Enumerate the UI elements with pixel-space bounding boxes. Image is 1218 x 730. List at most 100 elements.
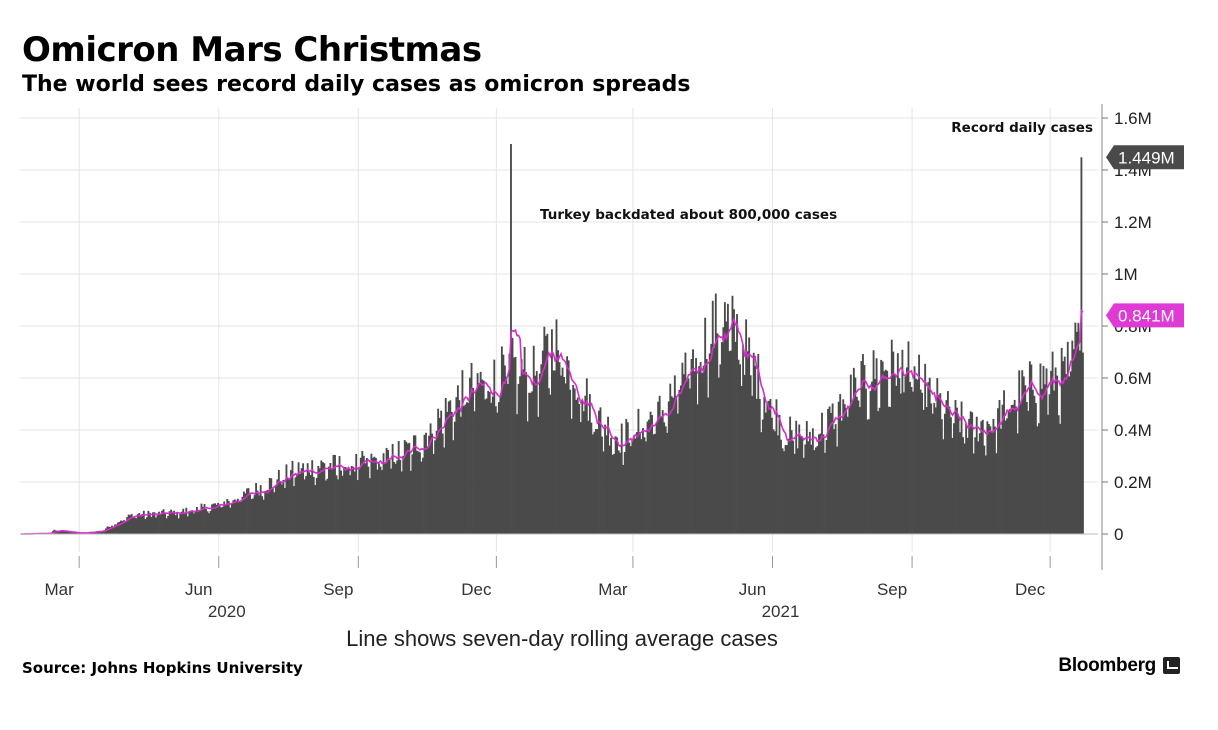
daily-bar bbox=[396, 460, 399, 534]
daily-bar bbox=[1021, 370, 1024, 534]
daily-bar bbox=[983, 445, 986, 534]
daily-bar bbox=[701, 372, 704, 534]
daily-bar bbox=[288, 477, 291, 534]
daily-bar bbox=[500, 346, 503, 534]
daily-bar bbox=[769, 398, 772, 534]
daily-bar bbox=[613, 453, 616, 534]
daily-bar bbox=[1007, 411, 1010, 534]
daily-bar bbox=[300, 468, 303, 534]
daily-bar bbox=[470, 362, 473, 534]
daily-bar bbox=[638, 432, 641, 534]
daily-bar bbox=[1072, 349, 1075, 534]
daily-bar bbox=[898, 378, 901, 534]
daily-bar bbox=[1059, 423, 1062, 534]
daily-bar bbox=[969, 411, 972, 534]
daily-bar bbox=[716, 333, 719, 534]
daily-bar bbox=[963, 443, 966, 534]
daily-bar bbox=[318, 468, 321, 534]
daily-bar bbox=[344, 466, 347, 534]
daily-bar bbox=[660, 416, 663, 534]
daily-bar bbox=[689, 388, 691, 534]
daily-bar bbox=[731, 295, 734, 534]
daily-bar bbox=[626, 422, 629, 534]
daily-bar bbox=[772, 429, 775, 534]
daily-bar bbox=[998, 400, 1001, 534]
daily-bar bbox=[1019, 403, 1022, 534]
daily-bar bbox=[141, 514, 144, 534]
daily-bar bbox=[268, 477, 271, 534]
daily-bar bbox=[777, 435, 779, 534]
daily-bar bbox=[145, 517, 148, 534]
daily-bar bbox=[528, 392, 531, 534]
daily-bar bbox=[428, 435, 430, 534]
daily-bar bbox=[974, 437, 977, 534]
daily-bar bbox=[391, 443, 394, 534]
daily-bar bbox=[373, 456, 376, 534]
daily-bar bbox=[261, 496, 264, 534]
daily-bar bbox=[177, 518, 180, 534]
tick-label-y: 0.4M bbox=[1114, 421, 1152, 440]
daily-bar bbox=[1074, 322, 1077, 534]
daily-bar bbox=[478, 383, 481, 534]
daily-bar bbox=[368, 478, 371, 534]
daily-bar bbox=[607, 416, 610, 534]
daily-bar bbox=[246, 488, 248, 534]
daily-bar bbox=[1012, 404, 1015, 534]
daily-bar bbox=[425, 432, 427, 534]
daily-bar bbox=[320, 460, 323, 534]
daily-bar bbox=[331, 469, 333, 534]
daily-bar bbox=[825, 439, 828, 534]
daily-bar bbox=[378, 463, 380, 534]
daily-bar bbox=[629, 446, 632, 534]
daily-bar bbox=[711, 300, 714, 534]
daily-bar bbox=[456, 385, 459, 534]
daily-bar bbox=[218, 505, 221, 534]
daily-bar bbox=[247, 488, 250, 534]
daily-bar bbox=[73, 532, 75, 534]
daily-bar bbox=[367, 466, 370, 534]
daily-bar bbox=[552, 370, 555, 534]
daily-bar bbox=[994, 426, 996, 534]
daily-bar bbox=[176, 513, 179, 534]
daily-bar bbox=[323, 463, 326, 534]
daily-bar bbox=[337, 479, 339, 534]
daily-bar bbox=[400, 471, 403, 534]
daily-bar bbox=[884, 369, 887, 534]
daily-bar bbox=[282, 479, 285, 534]
daily-bar bbox=[547, 388, 550, 534]
daily-bar bbox=[540, 364, 543, 534]
daily-bar bbox=[736, 314, 738, 534]
daily-bar bbox=[147, 510, 150, 534]
daily-bar bbox=[259, 485, 262, 534]
axis-labels: 00.2M0.4M0.6M0.8M1M1.2M1.4M1.6MMarJunSep… bbox=[45, 109, 1152, 651]
daily-bar bbox=[376, 469, 379, 534]
daily-bar bbox=[541, 350, 544, 534]
daily-bar bbox=[980, 421, 983, 534]
daily-bar bbox=[707, 397, 710, 534]
daily-bar bbox=[789, 416, 792, 534]
daily-bar bbox=[270, 478, 273, 534]
daily-bar bbox=[271, 487, 274, 534]
daily-bar bbox=[306, 463, 309, 534]
daily-bar bbox=[91, 532, 94, 534]
daily-bar bbox=[57, 530, 60, 534]
daily-bar bbox=[546, 333, 549, 534]
daily-bar bbox=[171, 511, 174, 534]
daily-bar bbox=[173, 510, 176, 534]
daily-bar bbox=[798, 424, 801, 534]
daily-bar bbox=[943, 413, 946, 534]
daily-bar bbox=[180, 511, 183, 534]
daily-bar bbox=[60, 531, 63, 534]
daily-bar bbox=[981, 419, 984, 534]
daily-bar bbox=[997, 408, 999, 534]
daily-bar bbox=[672, 397, 675, 534]
daily-bar bbox=[1039, 363, 1042, 534]
daily-bar bbox=[209, 510, 212, 534]
daily-bar bbox=[394, 463, 397, 534]
daily-bar bbox=[661, 410, 664, 534]
daily-bar bbox=[978, 433, 981, 534]
daily-bar bbox=[857, 400, 860, 534]
daily-bar bbox=[752, 352, 755, 534]
daily-bar bbox=[684, 352, 687, 534]
daily-bar bbox=[264, 490, 267, 534]
